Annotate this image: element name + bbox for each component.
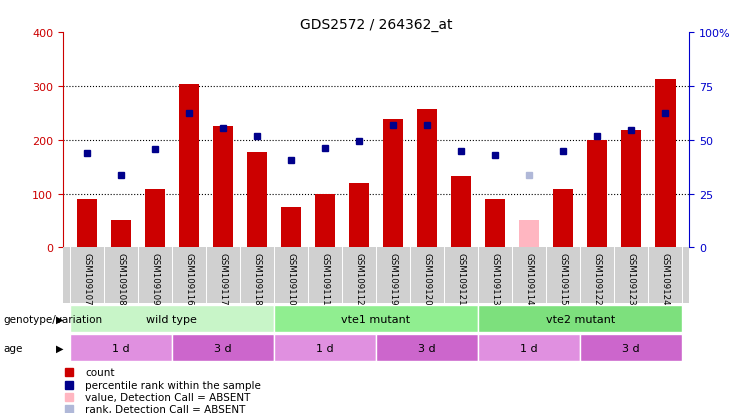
Bar [70,335,172,361]
Text: 3 d: 3 d [622,343,640,353]
Text: GSM109119: GSM109119 [388,252,398,305]
Text: 3 d: 3 d [418,343,436,353]
Text: GSM109114: GSM109114 [525,252,534,305]
Text: age: age [4,343,23,353]
Bar [655,80,676,248]
Text: GSM109123: GSM109123 [627,252,636,305]
Bar [179,85,199,248]
Bar [621,131,642,248]
Text: GSM109113: GSM109113 [491,252,499,305]
Bar [281,207,301,248]
Text: GSM109121: GSM109121 [456,252,465,305]
Text: percentile rank within the sample: percentile rank within the sample [85,380,261,390]
Bar [485,199,505,248]
Text: vte2 mutant: vte2 mutant [545,314,615,324]
Bar [349,183,369,248]
Text: GSM109116: GSM109116 [185,252,193,305]
Text: genotype/variation: genotype/variation [4,314,103,324]
Bar [580,335,682,361]
Bar [553,190,574,248]
Text: GSM109118: GSM109118 [253,252,262,305]
Text: vte1 mutant: vte1 mutant [342,314,411,324]
Bar [376,335,478,361]
Text: value, Detection Call = ABSENT: value, Detection Call = ABSENT [85,392,250,402]
Text: ▶: ▶ [56,343,64,353]
Text: 1 d: 1 d [316,343,334,353]
Bar [274,306,478,332]
Text: 3 d: 3 d [214,343,232,353]
Bar [110,221,131,248]
Text: GSM109107: GSM109107 [82,252,91,305]
Text: GSM109122: GSM109122 [593,252,602,305]
Text: ▶: ▶ [56,314,64,324]
Bar [451,177,471,248]
Text: GSM109110: GSM109110 [287,252,296,305]
Bar [70,306,274,332]
Text: count: count [85,368,114,377]
Bar [315,194,335,248]
Text: 1 d: 1 d [112,343,130,353]
Title: GDS2572 / 264362_at: GDS2572 / 264362_at [300,18,452,32]
Text: GSM109117: GSM109117 [219,252,227,305]
Text: GSM109108: GSM109108 [116,252,125,305]
Bar [478,306,682,332]
Bar [519,221,539,248]
Bar [144,190,165,248]
Text: GSM109115: GSM109115 [559,252,568,305]
Bar [247,152,268,248]
Bar [213,127,233,248]
Bar [478,335,580,361]
Text: GSM109120: GSM109120 [422,252,431,305]
Text: GSM109112: GSM109112 [354,252,364,305]
Text: GSM109124: GSM109124 [661,252,670,305]
Bar [383,120,403,248]
Text: rank, Detection Call = ABSENT: rank, Detection Call = ABSENT [85,404,245,413]
Bar [274,335,376,361]
Bar [76,199,97,248]
Bar [172,335,274,361]
Bar [417,109,437,248]
Text: wild type: wild type [147,314,197,324]
Bar [587,140,608,248]
Text: 1 d: 1 d [520,343,538,353]
Text: GSM109111: GSM109111 [321,252,330,305]
Text: GSM109109: GSM109109 [150,252,159,305]
